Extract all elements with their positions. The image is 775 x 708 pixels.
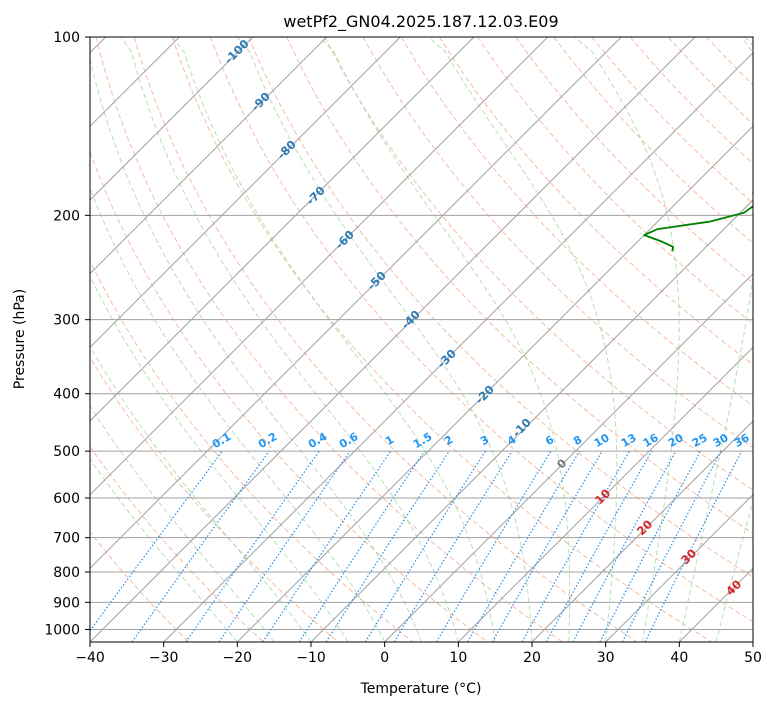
y-tick-label: 400 (53, 387, 80, 403)
x-tick-label: −40 (75, 650, 105, 666)
x-tick-label: −30 (149, 650, 179, 666)
moist-adiabat-line (236, 37, 533, 642)
isotherm-line (90, 37, 622, 570)
moist-adiabat-line (90, 405, 275, 642)
grid-layer (90, 37, 753, 642)
mixing-ratio-line (298, 450, 425, 642)
dry-adiabat-line (515, 37, 753, 284)
mixing-ratio-line (599, 450, 702, 642)
x-tick-label: 40 (670, 650, 688, 666)
dewpoint-line (643, 190, 753, 252)
moist-adiabat-line (90, 186, 386, 642)
moist-adiabat-line (574, 37, 680, 642)
x-axis-label: Temperature (°C) (360, 681, 482, 697)
isotherm-line (531, 420, 753, 642)
mixing-ratio-line (131, 450, 270, 642)
dry-adiabat-line (171, 37, 712, 642)
profile-layer (643, 190, 753, 252)
isotherm-line (605, 493, 753, 642)
dry-adiabat-line (286, 37, 753, 534)
y-tick-label: 600 (53, 491, 80, 507)
isotherm-line (90, 37, 328, 275)
mixing-ratio-line (545, 450, 653, 642)
x-tick-label: −20 (223, 650, 253, 666)
isotherm-line (90, 37, 401, 349)
moist-adiabat-line (120, 37, 459, 642)
y-tick-label: 900 (53, 595, 80, 611)
isotherm-line (90, 37, 696, 642)
y-tick-label: 700 (53, 531, 80, 547)
y-tick-label: 800 (53, 565, 80, 581)
moist-adiabat-line (319, 37, 571, 642)
isotherm-line (90, 37, 549, 496)
isotherm-line (163, 51, 753, 642)
x-tick-label: 50 (744, 650, 762, 666)
dry-adiabat-line (629, 37, 753, 165)
mixing-ratio-line (262, 450, 392, 642)
plot-frame (89, 36, 754, 643)
mixing-ratio-line (185, 450, 320, 642)
mixing-ratio-line (621, 450, 722, 642)
moist-adiabat-line (428, 37, 618, 642)
mixing-ratio-line (393, 450, 513, 642)
y-axis-label: Pressure (hPa) (12, 289, 28, 389)
dry-adiabat-line (400, 37, 753, 407)
x-tick-label: 20 (523, 650, 541, 666)
y-tick-label: 1000 (44, 622, 80, 638)
x-tick-label: 10 (449, 650, 467, 666)
dry-adiabat-line (324, 37, 753, 491)
dry-adiabat-line (553, 37, 753, 244)
x-tick-label: 30 (597, 650, 615, 666)
mixing-ratio-line (325, 450, 450, 642)
mixing-ratio-line (572, 450, 677, 642)
dry-adiabat-line (133, 37, 638, 642)
moist-adiabat-line (90, 458, 238, 642)
moist-adiabat-line (715, 498, 753, 642)
dry-adiabat-line (438, 37, 753, 366)
axes-layer: −40 −30 −20 −10 0 10 20 30 40 50 100 200 300 400 500 60… (44, 30, 762, 666)
y-tick-label: 200 (53, 208, 80, 224)
dry-adiabat-line (95, 37, 563, 642)
dry-adiabat-line (210, 37, 753, 623)
dry-adiabat-line (90, 259, 414, 642)
moist-adiabat-line (90, 274, 349, 642)
mixing-ratio-line (364, 450, 486, 642)
isotherm-line (90, 37, 475, 422)
mixing-ratio-line (435, 450, 552, 642)
dry-adiabat-line (90, 445, 264, 642)
x-tick-label: 0 (380, 650, 389, 666)
mixing-ratio-line (90, 450, 223, 632)
dry-adiabat-line (248, 37, 753, 578)
isotherm-line (90, 37, 254, 201)
y-tick-label: 100 (53, 30, 80, 46)
isotherm-line (236, 125, 753, 642)
isotherm-line (384, 272, 753, 642)
y-tick-label: 500 (53, 444, 80, 460)
mixing-ratio-line (521, 450, 631, 642)
isotherm-line (457, 346, 753, 642)
mixing-ratio-line (644, 450, 743, 642)
y-tick-label: 300 (53, 313, 80, 329)
mixing-ratio-line (218, 450, 351, 642)
chart-title: wetPf2_GN04.2025.187.12.03.E09 (283, 12, 558, 32)
x-tick-label: −10 (296, 650, 326, 666)
isotherm-line (310, 199, 753, 642)
moist-adiabat-line (172, 37, 496, 642)
